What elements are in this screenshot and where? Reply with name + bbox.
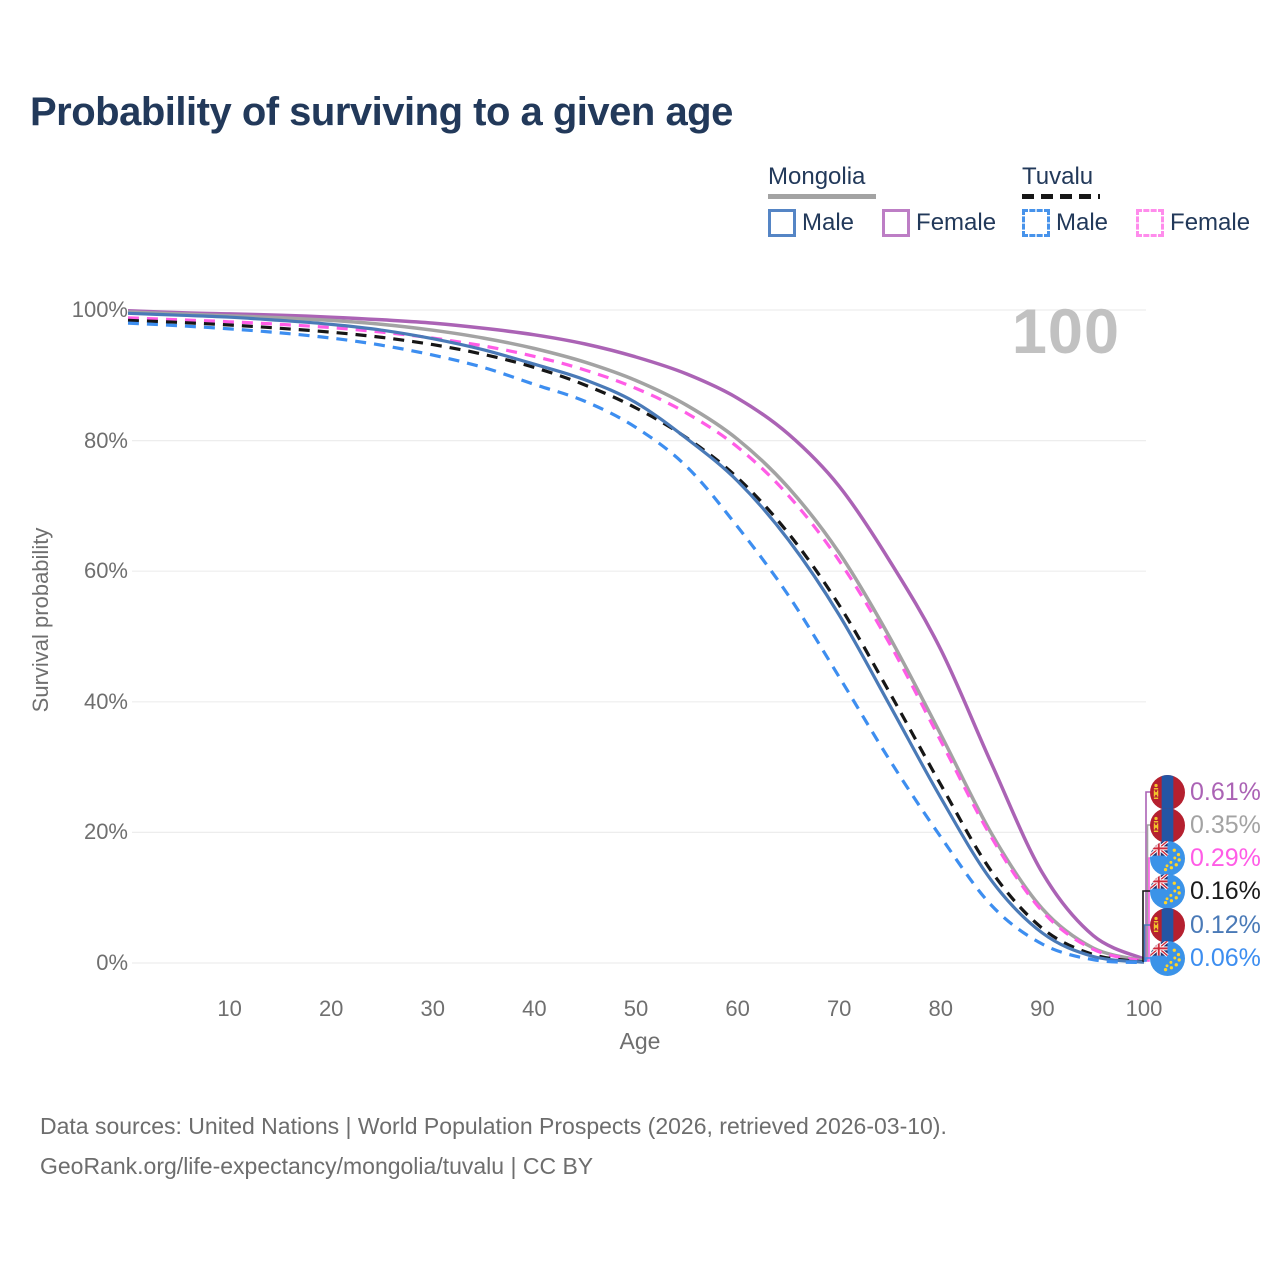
end-label-row-0.06%[interactable]: 0.06% xyxy=(1150,940,1261,976)
tuvalu-flag-icon xyxy=(1150,840,1185,876)
legend-item-label: Female xyxy=(1170,209,1251,236)
tuvalu-flag-icon xyxy=(1150,940,1185,976)
y-tick-80%: 80% xyxy=(83,427,128,453)
x-tick-60: 60 xyxy=(725,996,750,1021)
legend-group-mongolia: Mongolia Male Female xyxy=(768,163,996,237)
y-tick-40%: 40% xyxy=(83,688,128,714)
curve-tuvalu-female xyxy=(127,316,1145,963)
legend-item-tuvalu-male[interactable]: Male xyxy=(1022,209,1108,237)
legend-item-label: Male xyxy=(802,209,855,236)
end-label-row-0.12%[interactable]: 0.12% xyxy=(1150,907,1261,943)
tuvalu-male-swatch-icon xyxy=(1022,209,1050,237)
x-axis-title: Age xyxy=(619,1028,661,1054)
footer-source-line: Data sources: United Nations | World Pop… xyxy=(40,1113,947,1139)
legend-item-label: Male xyxy=(1056,209,1109,236)
y-axis-title: Survival probability xyxy=(28,527,53,713)
leader-line-tuvalu-male xyxy=(1144,957,1151,962)
legend-group-tuvalu: Tuvalu Male Female xyxy=(1022,163,1250,237)
curve-mongolia-female xyxy=(127,308,1145,961)
x-tick-50: 50 xyxy=(623,996,649,1021)
y-tick-0%: 0% xyxy=(96,950,128,975)
end-label-value: 0.35% xyxy=(1190,810,1261,839)
legend-item-tuvalu-female[interactable]: Female xyxy=(1136,209,1250,237)
end-label-row-0.29%[interactable]: 0.29% xyxy=(1150,840,1261,876)
x-tick-10: 10 xyxy=(217,996,242,1021)
leader-line-tuvalu-both-sexes xyxy=(1142,890,1151,962)
x-tick-80: 80 xyxy=(928,996,954,1021)
legend-tuvalu-underline xyxy=(1022,194,1100,199)
y-tick-100%: 100% xyxy=(71,297,128,322)
legend-group-mongolia-title: Mongolia xyxy=(768,163,866,190)
legend-item-mongolia-male[interactable]: Male xyxy=(768,209,854,237)
mongolia-male-swatch-icon xyxy=(768,209,796,237)
legend-mongolia-underline xyxy=(768,194,876,199)
mongolia-flag-icon xyxy=(1150,807,1185,843)
end-label-value: 0.06% xyxy=(1190,943,1261,972)
x-tick-40: 40 xyxy=(522,996,547,1021)
mongolia-female-swatch-icon xyxy=(882,209,911,237)
mongolia-flag-icon xyxy=(1150,907,1185,943)
end-label-row-0.16%[interactable]: 0.16% xyxy=(1150,873,1261,909)
legend-item-label: Female xyxy=(916,209,997,236)
end-label-value: 0.61% xyxy=(1190,777,1261,806)
x-tick-90: 90 xyxy=(1030,996,1055,1021)
tuvalu-flag-icon xyxy=(1150,873,1185,909)
end-label-row-0.35%[interactable]: 0.35% xyxy=(1150,807,1261,843)
x-tick-70: 70 xyxy=(826,996,852,1021)
x-tick-100: 100 xyxy=(1125,996,1163,1021)
curve-mongolia-both-sexes xyxy=(127,310,1145,963)
page-title: Probability of surviving to a given age xyxy=(30,90,733,134)
mongolia-flag-icon xyxy=(1150,774,1185,810)
legend-item-mongolia-female[interactable]: Female xyxy=(882,209,996,237)
y-tick-20%: 20% xyxy=(83,819,128,845)
curve-tuvalu-both-sexes xyxy=(127,318,1145,964)
y-tick-60%: 60% xyxy=(83,558,128,584)
watermark-max-age: 100 xyxy=(1011,297,1120,367)
end-label-row-0.61%[interactable]: 0.61% xyxy=(1150,774,1261,810)
end-label-value: 0.29% xyxy=(1190,843,1261,872)
x-tick-20: 20 xyxy=(318,996,344,1021)
end-label-value: 0.16% xyxy=(1190,876,1261,905)
curve-tuvalu-male xyxy=(127,321,1145,965)
footer: Data sources: United Nations | World Pop… xyxy=(40,1106,947,1186)
footer-link-line: GeoRank.org/life-expectancy/mongolia/tuv… xyxy=(40,1153,594,1179)
legend-group-tuvalu-title: Tuvalu xyxy=(1022,163,1094,190)
x-tick-30: 30 xyxy=(420,996,446,1021)
tuvalu-female-swatch-icon xyxy=(1136,209,1165,237)
end-label-value: 0.12% xyxy=(1190,910,1261,939)
curve-mongolia-male xyxy=(127,311,1145,964)
